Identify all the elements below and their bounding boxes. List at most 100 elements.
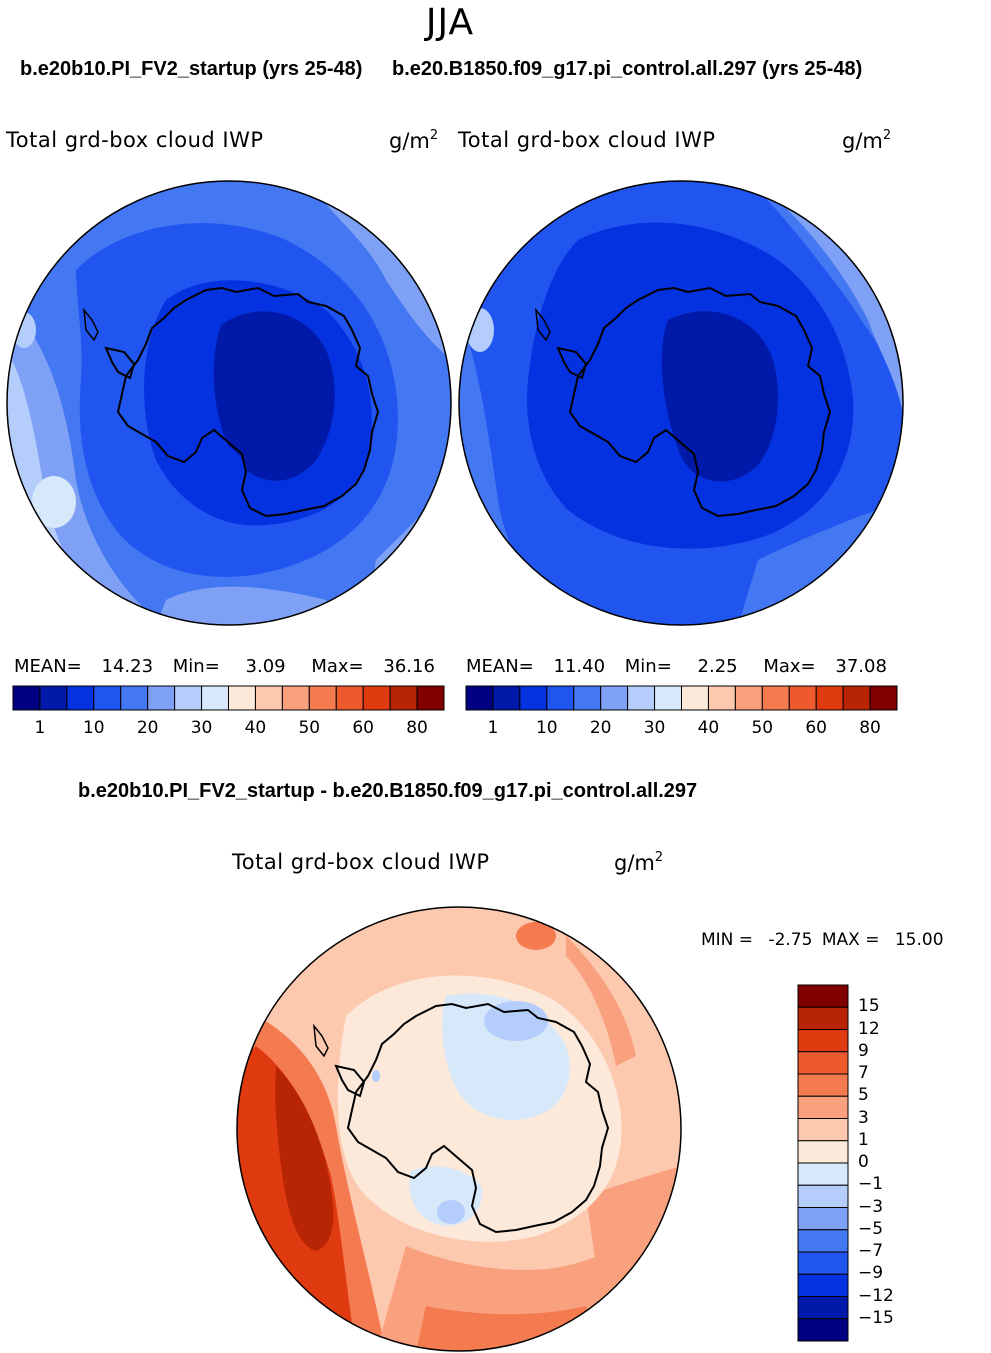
right-colorbar-swatch-7 [654,685,682,711]
diff-colorbar-swatch-5 [797,1095,849,1119]
left-colorbar-swatch-3 [93,685,122,711]
right-colorbar-tick-1: 10 [535,718,558,738]
right-units: g/m2 [842,128,892,153]
diff-colorbar-swatch-15 [797,1318,849,1342]
right-max-label: Max= [763,656,816,677]
difference-title: b.e20b10.PI_FV2_startup - b.e20.B1850.f0… [78,780,698,802]
diff-colorbar-tick-9: −3 [858,1196,884,1217]
diff-colorbar-tick-7: 0 [858,1152,869,1172]
diff-colorbar-tick-0: 15 [858,996,880,1017]
right-colorbar-tick-0: 1 [487,718,499,738]
right-min-label: Min= [624,656,672,677]
difference-map [236,906,682,1352]
right-variable-label: Total grd-box cloud IWP [458,128,716,152]
right-max-value: 37.08 [835,656,887,677]
left-map [6,180,452,626]
diff-colorbar-tick-4: 5 [858,1085,869,1106]
left-min-value: 3.09 [245,656,286,677]
right-mean-value: 11.40 [553,656,606,677]
right-colorbar-swatch-5 [600,685,629,711]
left-colorbar-tick-4: 40 [244,718,267,738]
right-colorbar-swatch-9 [707,685,736,711]
left-colorbar-tick-2: 20 [136,718,159,738]
diff-colorbar-tick-10: −5 [858,1218,884,1239]
diff-variable-label: Total grd-box cloud IWP [232,850,490,874]
right-mean-label: MEAN= [466,656,534,677]
left-colorbar-swatch-14 [389,685,418,711]
left-min-label: Min= [172,656,220,677]
left-colorbar-tick-5: 50 [298,718,321,738]
left-colorbar-swatch-11 [308,685,337,711]
diff-colorbar-tick-12: −9 [858,1263,884,1284]
left-colorbar-swatch-13 [362,685,391,711]
diff-units: g/m2 [614,850,664,875]
diff-colorbar-swatch-8 [797,1162,849,1186]
right-colorbar-swatch-11 [761,685,790,711]
left-colorbar-swatch-6 [174,685,203,711]
right-colorbar-tick-6: 60 [805,718,827,738]
left-colorbar-swatch-0 [12,685,41,711]
right-colorbar-swatch-15 [869,685,898,711]
season-title: JJA [425,2,475,43]
diff-min-value: -2.75 [768,930,813,950]
right-min-value: 2.25 [697,656,738,677]
diff-colorbar-tick-1: 12 [858,1018,880,1039]
diff-max-label: MAX = [821,930,880,950]
left-colorbar-tick-3: 30 [190,718,213,738]
left-variable-label: Total grd-box cloud IWP [6,128,264,152]
diff-colorbar-swatch-4 [797,1073,849,1097]
diff-colorbar-swatch-2 [797,1029,849,1053]
left-colorbar-swatch-8 [228,685,256,711]
diff-colorbar-tick-11: −7 [858,1241,884,1261]
left-stats: MEAN= 14.23 Min= 3.09 Max= 36.16 [14,656,435,677]
diff-colorbar-swatch-13 [797,1273,849,1297]
left-colorbar-swatch-12 [335,685,364,711]
left-colorbar [12,685,445,711]
diff-colorbar-tick-8: −1 [858,1174,884,1195]
diff-colorbar-swatch-7 [797,1140,849,1164]
left-colorbar-swatch-4 [120,685,149,711]
left-units: g/m2 [389,128,439,153]
right-colorbar-tick-4: 40 [697,718,720,738]
right-colorbar-swatch-1 [492,685,521,711]
right-colorbar-tick-2: 20 [589,718,612,738]
right-map [458,180,904,626]
left-colorbar-swatch-7 [201,685,229,711]
left-colorbar-swatch-2 [66,685,95,711]
diff-colorbar-tick-13: −12 [858,1285,894,1306]
left-mean-value: 14.23 [101,656,154,677]
right-colorbar-swatch-8 [681,685,709,711]
right-colorbar-swatch-0 [465,685,494,711]
left-colorbar-tick-1: 10 [82,718,105,738]
right-colorbar-swatch-13 [815,685,844,711]
diff-colorbar-swatch-1 [797,1006,849,1030]
diff-colorbar-swatch-14 [797,1296,849,1320]
diff-max-value: 15.00 [894,930,944,950]
right-colorbar-swatch-12 [788,685,817,711]
diff-colorbar-swatch-3 [797,1051,849,1075]
case1-title: b.e20b10.PI_FV2_startup (yrs 25-48) [20,58,363,80]
diff-colorbar-swatch-9 [797,1184,849,1208]
diff-colorbar-tick-2: 9 [858,1040,869,1061]
right-colorbar-swatch-4 [573,685,602,711]
left-colorbar-swatch-15 [416,685,445,711]
diff-colorbar-swatch-10 [797,1207,849,1231]
right-colorbar-swatch-3 [546,685,575,711]
case2-title: b.e20.B1850.f09_g17.pi_control.all.297 (… [392,58,863,80]
left-mean-label: MEAN= [14,656,82,677]
right-colorbar [465,685,898,711]
diff-colorbar-swatch-12 [797,1251,849,1275]
left-colorbar-swatch-9 [254,685,283,711]
right-colorbar-swatch-2 [519,685,548,711]
diff-colorbar-tick-3: 7 [858,1063,869,1083]
left-max-label: Max= [311,656,364,677]
right-colorbar-tick-7: 80 [859,718,881,738]
left-colorbar-swatch-5 [147,685,176,711]
diff-colorbar-swatch-6 [797,1118,849,1142]
right-colorbar-swatch-10 [734,685,763,711]
diff-minmax: MIN = -2.75 MAX = 15.00 [701,930,944,950]
diff-colorbar-swatch-0 [797,984,849,1008]
right-colorbar-swatch-6 [627,685,656,711]
diff-colorbar-tick-5: 3 [858,1107,869,1128]
diff-colorbar-swatch-11 [797,1229,849,1253]
